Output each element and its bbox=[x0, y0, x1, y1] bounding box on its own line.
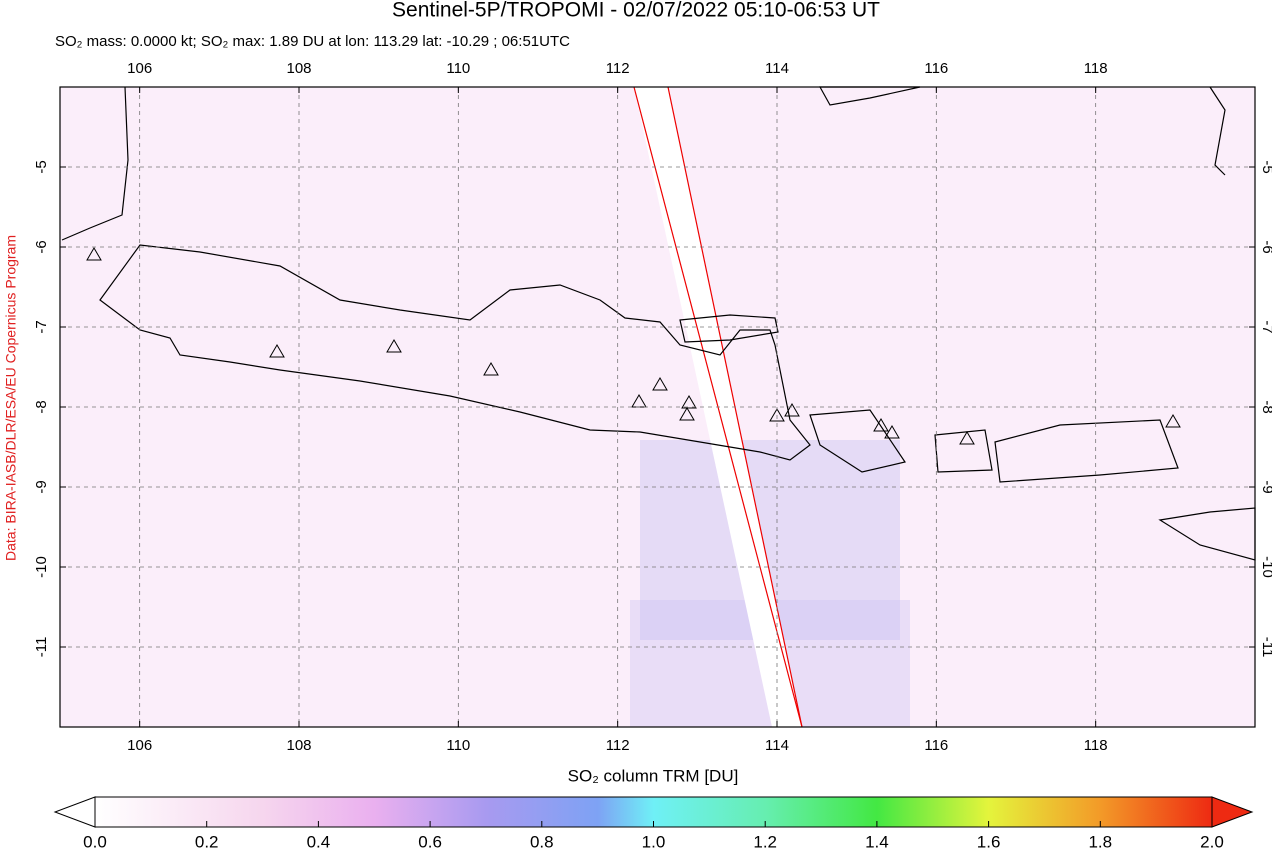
y-tick-label: -11 bbox=[1259, 637, 1272, 658]
y-tick-label: -9 bbox=[33, 480, 50, 493]
x-tick-label: 112 bbox=[606, 737, 630, 754]
colorbar-tick-label: 0.2 bbox=[195, 832, 219, 851]
credit: Data: BIRA-IASB/DLR/ESA/EU Copernicus Pr… bbox=[3, 235, 19, 561]
coastline bbox=[809, 409, 906, 473]
x-tick-label: 116 bbox=[924, 737, 948, 754]
coastline bbox=[994, 419, 1179, 483]
colorbar-tick-label: 0.4 bbox=[307, 832, 331, 851]
grid: 106 106 108 108 110 110 112 112 114 114 116 116 118 1… bbox=[33, 60, 1272, 754]
title: Sentinel-5P/TROPOMI - 02/07/2022 05:10-0… bbox=[392, 0, 880, 22]
colorbar-tick-label: 2.0 bbox=[1200, 832, 1224, 851]
coastline bbox=[1209, 86, 1226, 176]
x-tick-label: 108 bbox=[286, 60, 311, 77]
coastline bbox=[61, 86, 129, 241]
coastline bbox=[99, 244, 811, 461]
x-tick-label: 106 bbox=[127, 737, 152, 754]
map-frame bbox=[59, 86, 1256, 728]
subtitle: SO₂ mass: 0.0000 kt; SO₂ max: 1.89 DU at… bbox=[55, 33, 570, 50]
colorbar-label: SO₂ column TRM [DU] bbox=[568, 766, 739, 785]
x-tick-label: 112 bbox=[606, 60, 630, 77]
x-tick-label: 110 bbox=[446, 60, 470, 77]
colorbar-tick-label: 1.6 bbox=[977, 832, 1001, 851]
y-tick-label: -7 bbox=[1259, 320, 1272, 333]
colorbar-tick-label: 0.6 bbox=[418, 832, 442, 851]
x-tick-label: 114 bbox=[765, 737, 789, 754]
colorbar-tick-label: 1.4 bbox=[865, 832, 889, 851]
x-tick-label: 118 bbox=[1084, 737, 1108, 754]
x-tick-label: 116 bbox=[924, 60, 948, 77]
colorbar-min-arrow bbox=[53, 796, 96, 828]
map-area: 106 106 108 108 110 110 112 112 114 114 116 116 118 1… bbox=[33, 60, 1272, 754]
y-tick-label: -5 bbox=[33, 160, 50, 173]
x-tick-label: 108 bbox=[286, 737, 311, 754]
x-tick-label: 114 bbox=[765, 60, 789, 77]
coastline bbox=[679, 314, 779, 343]
colorbar: SO₂ column TRM [DU] 0.0 0.2 0.4 0.6 0.8 1.0 1.… bbox=[53, 766, 1254, 851]
y-tick-label: -6 bbox=[1259, 240, 1272, 253]
colorbar-max-arrow bbox=[1211, 796, 1254, 828]
colorbar-tick-label: 1.0 bbox=[642, 832, 666, 851]
y-tick-label: -8 bbox=[1259, 400, 1272, 413]
colorbar-tick-label: 1.2 bbox=[753, 832, 777, 851]
y-tick-label: -6 bbox=[33, 240, 50, 253]
y-tick-label: -9 bbox=[1259, 480, 1272, 493]
colorbar-tick-label: 0.8 bbox=[530, 832, 554, 851]
y-tick-label: -11 bbox=[33, 637, 50, 658]
x-tick-label: 106 bbox=[127, 60, 152, 77]
y-tick-label: -10 bbox=[33, 556, 50, 578]
y-tick-label: -8 bbox=[33, 400, 50, 413]
y-tick-label: -5 bbox=[1259, 160, 1272, 173]
x-tick-label: 110 bbox=[446, 737, 470, 754]
y-tick-label: -10 bbox=[1259, 556, 1272, 578]
colorbar-tick-label: 0.0 bbox=[83, 832, 107, 851]
colorbar-tick-label: 1.8 bbox=[1088, 832, 1112, 851]
coastline bbox=[934, 429, 993, 473]
x-tick-label: 118 bbox=[1084, 60, 1108, 77]
y-tick-label: -7 bbox=[33, 320, 50, 333]
